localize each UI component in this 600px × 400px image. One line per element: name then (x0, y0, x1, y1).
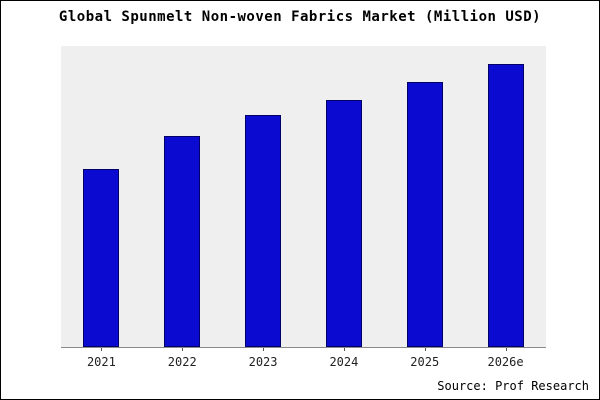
bar-2025 (406, 82, 443, 347)
plot-area: 2021 2022 2023 2024 2025 2026e (61, 46, 546, 369)
x-tick-mark (263, 347, 265, 351)
source-note: Source: Prof Research (437, 379, 589, 393)
x-tick-label-2025: 2025 (410, 355, 440, 369)
x-tick-mark (505, 347, 507, 351)
bar-2021 (83, 169, 120, 347)
bar-2023 (245, 115, 282, 347)
x-tick-mark (424, 347, 426, 351)
bar-slot-2025: 2025 (406, 46, 443, 369)
bar-2026e (487, 64, 524, 347)
bar-2024 (325, 100, 362, 347)
bar-slot-2022: 2022 (164, 46, 201, 369)
chart-title: Global Spunmelt Non-woven Fabrics Market… (58, 9, 542, 25)
x-tick-label-2026e: 2026e (487, 355, 524, 369)
bar-slot-2026e: 2026e (487, 46, 524, 369)
x-tick-label-2024: 2024 (329, 355, 359, 369)
x-tick-label-2023: 2023 (248, 355, 278, 369)
bar-2022 (164, 136, 201, 347)
bar-slot-2023: 2023 (245, 46, 282, 369)
x-tick-mark (343, 347, 345, 351)
bar-slot-2021: 2021 (83, 46, 120, 369)
x-tick-label-2021: 2021 (86, 355, 116, 369)
x-tick-mark (182, 347, 184, 351)
x-tick-mark (101, 347, 103, 351)
x-axis-line (61, 347, 546, 348)
bar-series: 2021 2022 2023 2024 2025 2026e (61, 46, 546, 369)
bar-slot-2024: 2024 (325, 46, 362, 369)
x-tick-label-2022: 2022 (167, 355, 197, 369)
